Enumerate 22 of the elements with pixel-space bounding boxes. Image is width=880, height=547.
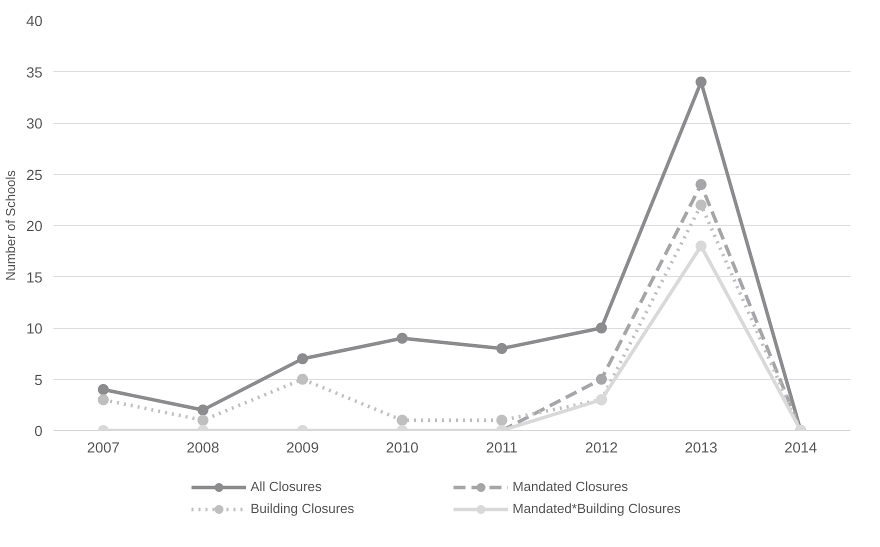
legend-label: Mandated Closures <box>512 479 630 494</box>
y-tick-label: 35 <box>26 65 43 82</box>
x-tick-label: 2014 <box>784 440 817 456</box>
y-tick-label: 15 <box>26 270 43 286</box>
legend-label: Mandated*Building Closures <box>512 501 682 516</box>
y-tick-label: 20 <box>26 219 43 235</box>
legend-label: Building Closures <box>250 501 356 516</box>
y-tick-label: 5 <box>34 372 43 389</box>
x-tick-label: 2011 <box>486 440 518 456</box>
x-tick-label: 2012 <box>585 440 618 456</box>
x-tick-label: 2009 <box>286 440 319 456</box>
y-tick-label: 10 <box>26 322 43 338</box>
x-tick-label: 2010 <box>386 440 418 456</box>
y-tick-label: 25 <box>26 168 43 184</box>
y-tick-label: 30 <box>26 116 43 132</box>
legend-label: All Closures <box>250 479 323 494</box>
y-axis-title: Number of Schools <box>3 170 18 281</box>
x-tick-label: 2008 <box>186 440 220 456</box>
y-tick-label: 0 <box>34 424 43 440</box>
y-tick-label: 40 <box>26 14 43 30</box>
x-tick-label: 2013 <box>684 440 718 456</box>
x-tick-label: 2007 <box>87 440 120 456</box>
